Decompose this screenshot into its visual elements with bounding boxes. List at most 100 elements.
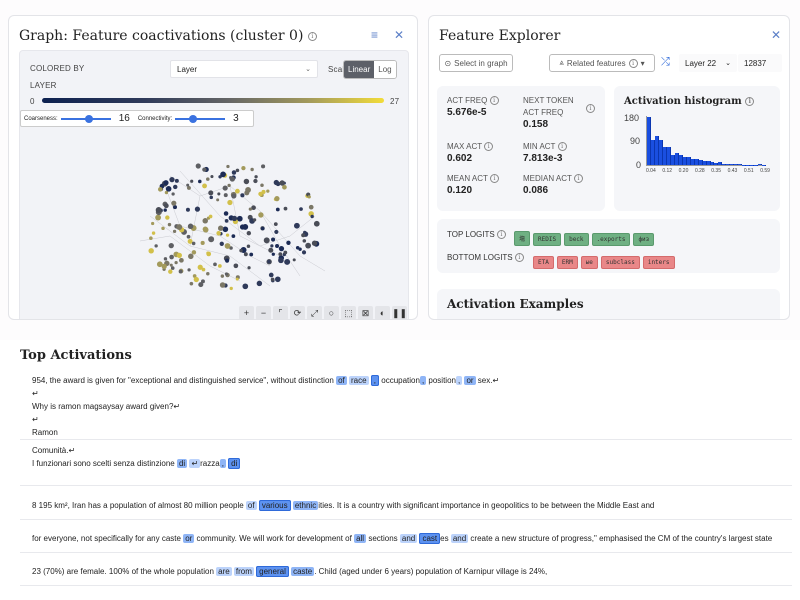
- graph-node[interactable]: [151, 221, 155, 226]
- graph-node[interactable]: [282, 184, 287, 190]
- highlighted-token[interactable]: ethnic: [292, 501, 319, 510]
- graph-node[interactable]: [233, 263, 239, 269]
- menu-icon[interactable]: ≡: [371, 28, 379, 42]
- graph-node[interactable]: [268, 272, 274, 278]
- graph-node[interactable]: [239, 248, 243, 253]
- activation-row[interactable]: 8 195 km², Iran has a population of almo…: [20, 490, 792, 520]
- graph-node[interactable]: [169, 254, 174, 260]
- highlighted-token[interactable]: cast: [419, 533, 441, 544]
- graph-node[interactable]: [154, 244, 158, 248]
- graph-node[interactable]: [258, 191, 263, 197]
- graph-node[interactable]: [275, 181, 281, 187]
- related-features-dropdown[interactable]: ⩓ Related features i ▾: [549, 54, 655, 72]
- graph-node[interactable]: [202, 227, 209, 233]
- graph-node[interactable]: [293, 222, 300, 229]
- info-icon[interactable]: i: [307, 31, 317, 41]
- graph-node[interactable]: [245, 187, 251, 193]
- graph-node[interactable]: [270, 244, 274, 248]
- graph-node[interactable]: [186, 183, 190, 187]
- graph-node[interactable]: [161, 226, 165, 231]
- graph-node[interactable]: [311, 240, 318, 246]
- graph-node[interactable]: [243, 178, 250, 185]
- graph-node[interactable]: [209, 195, 213, 200]
- graph-node[interactable]: [186, 185, 191, 190]
- highlighted-token[interactable]: and: [399, 534, 418, 543]
- graph-node[interactable]: [227, 183, 231, 188]
- coarseness-thumb[interactable]: [84, 114, 93, 123]
- highlighted-token[interactable]: ,: [370, 375, 380, 386]
- graph-node[interactable]: [266, 189, 270, 193]
- graph-node[interactable]: [171, 192, 175, 196]
- layer-select[interactable]: Layer 22 ⌄: [679, 54, 737, 72]
- highlighted-token[interactable]: ,: [419, 376, 427, 385]
- graph-node[interactable]: [247, 266, 251, 270]
- graph-node[interactable]: [239, 224, 246, 230]
- graph-node[interactable]: [275, 207, 280, 212]
- highlighted-token[interactable]: or: [464, 376, 476, 385]
- graph-node[interactable]: [170, 266, 175, 270]
- graph-node[interactable]: [292, 258, 296, 262]
- graph-node[interactable]: [268, 247, 274, 253]
- graph-node[interactable]: [206, 251, 210, 255]
- graph-node[interactable]: [249, 252, 254, 257]
- fit-view-icon[interactable]: ⌜: [273, 306, 288, 319]
- graph-node[interactable]: [190, 179, 194, 183]
- highlighted-token[interactable]: or: [183, 534, 195, 543]
- graph-node[interactable]: [243, 252, 248, 257]
- graph-node[interactable]: [195, 163, 201, 169]
- graph-node[interactable]: [301, 250, 307, 255]
- graph-node[interactable]: [224, 272, 229, 276]
- graph-node[interactable]: [163, 208, 167, 212]
- activation-row[interactable]: for everyone, not specifically for any c…: [20, 523, 792, 553]
- graph-node[interactable]: [169, 263, 173, 267]
- activation-row[interactable]: Comunità.↵ I funzionari sono scelti senza…: [20, 440, 792, 486]
- close-icon[interactable]: ✕: [394, 28, 405, 42]
- graph-node[interactable]: [149, 236, 153, 240]
- graph-node[interactable]: [202, 183, 207, 189]
- network-graph[interactable]: [130, 156, 330, 296]
- graph-node[interactable]: [231, 215, 238, 222]
- graph-node[interactable]: [148, 248, 154, 254]
- highlighted-token[interactable]: race: [348, 376, 369, 385]
- graph-node[interactable]: [220, 171, 226, 178]
- highlighted-token[interactable]: ↵: [189, 459, 201, 468]
- dark-mode-icon[interactable]: ◐: [375, 306, 390, 319]
- graph-node[interactable]: [208, 214, 213, 219]
- graph-node[interactable]: [248, 207, 252, 211]
- graph-node[interactable]: [267, 259, 271, 264]
- graph-node[interactable]: [274, 196, 280, 202]
- graph-node[interactable]: [155, 214, 162, 221]
- graph-node[interactable]: [176, 252, 182, 258]
- graph-node[interactable]: [200, 279, 205, 284]
- graph-node[interactable]: [179, 257, 184, 263]
- graph-node[interactable]: [197, 264, 203, 270]
- graph-node[interactable]: [254, 175, 258, 179]
- highlighted-token[interactable]: from: [233, 567, 254, 576]
- feature-id-input[interactable]: 12837: [738, 54, 782, 72]
- graph-node[interactable]: [263, 237, 270, 244]
- graph-node[interactable]: [222, 185, 228, 191]
- graph-node[interactable]: [165, 215, 170, 220]
- graph-node[interactable]: [271, 252, 275, 256]
- graph-node[interactable]: [286, 240, 291, 245]
- graph-node[interactable]: [198, 282, 204, 288]
- graph-node[interactable]: [155, 207, 162, 213]
- graph-node[interactable]: [191, 250, 197, 255]
- graph-node[interactable]: [235, 168, 240, 173]
- graph-node[interactable]: [224, 243, 231, 249]
- graph-node[interactable]: [163, 180, 169, 186]
- graph-node[interactable]: [250, 167, 254, 172]
- graph-node[interactable]: [173, 184, 178, 190]
- graph-node[interactable]: [253, 178, 258, 184]
- graph-node[interactable]: [260, 226, 265, 231]
- graph-node[interactable]: [231, 193, 237, 199]
- graph-node[interactable]: [217, 264, 222, 268]
- graph-node[interactable]: [225, 233, 230, 237]
- graph-node[interactable]: [283, 206, 288, 211]
- graph-node[interactable]: [169, 176, 175, 183]
- zoom-out-icon[interactable]: −: [256, 306, 271, 319]
- graph-node[interactable]: [224, 258, 230, 263]
- box-select-icon[interactable]: ⬚: [341, 306, 356, 319]
- highlighted-token[interactable]: and: [450, 534, 469, 543]
- graph-node[interactable]: [210, 175, 214, 179]
